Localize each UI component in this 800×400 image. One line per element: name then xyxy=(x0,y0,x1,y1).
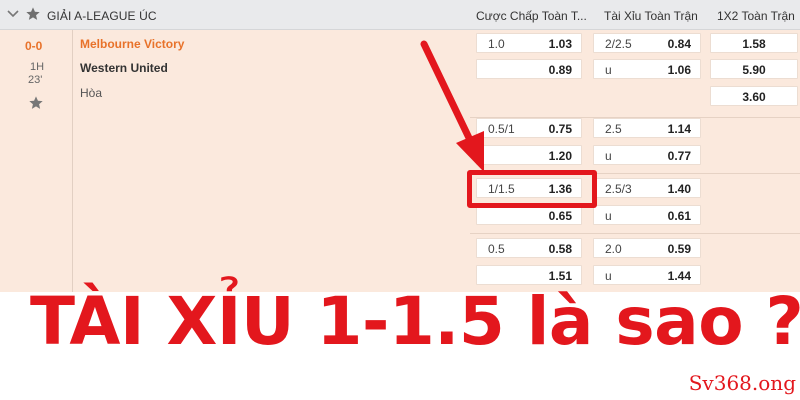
handicap-odds-cell[interactable]: 0.5/1 0.75 xyxy=(476,118,582,138)
odds-value: 0.61 xyxy=(667,209,691,223)
odds-value: 1.44 xyxy=(667,269,691,283)
handicap-odds-cell[interactable]: 1.20 xyxy=(476,145,582,165)
group-divider xyxy=(470,173,800,174)
caption-text: TÀI XỈU 1-1.5 là sao ? xyxy=(30,283,800,360)
group-divider xyxy=(470,233,800,234)
odds-value: 0.84 xyxy=(667,37,691,51)
total-odds-cell[interactable]: 2.5 1.14 xyxy=(593,118,701,138)
total-odds-cell[interactable]: 2.5/3 1.40 xyxy=(593,178,701,198)
handicap-line: 0.5/1 xyxy=(488,122,515,136)
total-line: 2.5 xyxy=(605,122,622,136)
odds-value: 1.03 xyxy=(548,37,572,51)
handicap-odds-cell[interactable]: 1.0 1.03 xyxy=(476,33,582,53)
total-line: u xyxy=(605,63,612,77)
handicap-odds-cell[interactable]: 1/1.5 1.36 xyxy=(476,178,582,198)
star-icon[interactable] xyxy=(25,6,41,22)
x12-away-odds-cell[interactable]: 5.90 xyxy=(710,59,798,79)
odds-value: 0.77 xyxy=(667,149,691,163)
odds-value: 0.75 xyxy=(548,122,572,136)
odds-value: 1.51 xyxy=(548,269,572,283)
total-odds-cell[interactable]: u 0.77 xyxy=(593,145,701,165)
match-score: 0-0 xyxy=(25,39,43,53)
handicap-odds-cell[interactable]: 0.89 xyxy=(476,59,582,79)
total-line: u xyxy=(605,269,612,283)
handicap-line: 1/1.5 xyxy=(488,182,515,196)
total-line: u xyxy=(605,209,612,223)
total-line: u xyxy=(605,149,612,163)
away-team[interactable]: Western United xyxy=(80,61,168,75)
odds-value: 0.58 xyxy=(548,242,572,256)
odds-value: 1.06 xyxy=(667,63,691,77)
total-line: 2.5/3 xyxy=(605,182,632,196)
odds-value: 1.20 xyxy=(548,149,572,163)
odds-value: 3.60 xyxy=(742,90,766,104)
match-minute: 23' xyxy=(28,74,43,86)
odds-value: 5.90 xyxy=(742,63,766,77)
odds-value: 1.36 xyxy=(548,182,572,196)
draw-label: Hòa xyxy=(80,86,103,100)
handicap-odds-cell[interactable]: 1.51 xyxy=(476,265,582,285)
column-over-under: Tài Xỉu Toàn Trận xyxy=(604,9,698,23)
handicap-odds-cell[interactable]: 0.5 0.58 xyxy=(476,238,582,258)
match-status: 0-0 1H 23' xyxy=(0,30,73,292)
total-line: 2/2.5 xyxy=(605,37,632,51)
total-odds-cell[interactable]: 2/2.5 0.84 xyxy=(593,33,701,53)
total-line: 2.0 xyxy=(605,242,622,256)
odds-value: 0.59 xyxy=(667,242,691,256)
group-divider xyxy=(470,117,800,118)
total-odds-cell[interactable]: 2.0 0.59 xyxy=(593,238,701,258)
x12-draw-odds-cell[interactable]: 3.60 xyxy=(710,86,798,106)
home-team[interactable]: Melbourne Victory xyxy=(80,37,185,51)
odds-value: 0.65 xyxy=(548,209,572,223)
column-handicap: Cược Chấp Toàn T... xyxy=(476,9,586,23)
total-odds-cell[interactable]: u 1.06 xyxy=(593,59,701,79)
handicap-line: 1.0 xyxy=(488,37,505,51)
watermark-text: Sv368.ong xyxy=(688,371,796,395)
favorite-star-icon[interactable] xyxy=(28,95,44,111)
handicap-line: 0.5 xyxy=(488,242,505,256)
odds-value: 1.40 xyxy=(667,182,691,196)
odds-value: 0.89 xyxy=(548,63,572,77)
handicap-odds-cell[interactable]: 0.65 xyxy=(476,205,582,225)
highlight-box xyxy=(467,170,597,208)
x12-home-odds-cell[interactable]: 1.58 xyxy=(710,33,798,53)
total-odds-cell[interactable]: u 1.44 xyxy=(593,265,701,285)
chevron-down-icon[interactable] xyxy=(6,6,20,22)
match-period: 1H xyxy=(30,61,45,73)
league-name: GIẢI A-LEAGUE ÚC xyxy=(47,9,157,23)
odds-value: 1.58 xyxy=(742,37,766,51)
column-1x2: 1X2 Toàn Trận xyxy=(717,9,795,23)
league-header[interactable]: GIẢI A-LEAGUE ÚC Cược Chấp Toàn T... Tài… xyxy=(0,0,800,30)
odds-value: 1.14 xyxy=(667,122,691,136)
total-odds-cell[interactable]: u 0.61 xyxy=(593,205,701,225)
